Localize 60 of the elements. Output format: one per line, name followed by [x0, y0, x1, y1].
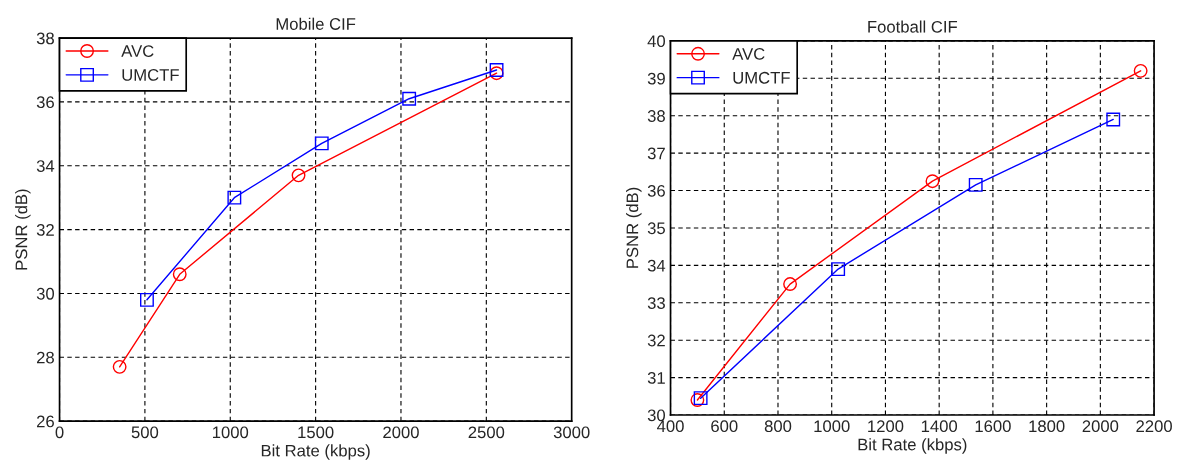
point — [1133, 63, 1148, 78]
point — [314, 136, 329, 151]
x-tick-label: 1600 — [975, 420, 1011, 433]
y-tick-label: 39 — [647, 72, 665, 85]
x-tick-label: 1500 — [298, 426, 334, 439]
point — [831, 262, 846, 277]
y-tick-label: 30 — [36, 287, 55, 300]
x-tick-label: 2000 — [383, 426, 419, 439]
x-tick-label: 1000 — [212, 426, 249, 439]
x-tick-label: 1800 — [1029, 420, 1065, 433]
point — [783, 277, 798, 292]
x-tick-label: 2200 — [1136, 420, 1172, 433]
point — [112, 359, 127, 374]
point — [227, 190, 242, 205]
y-tick-label: 37 — [647, 147, 665, 160]
x-tick-label: 1200 — [868, 420, 904, 433]
y-tick-label: 31 — [647, 372, 665, 384]
point — [489, 63, 504, 77]
y-axis-title: PSNR (dB) — [626, 187, 642, 268]
legend-label: UMCTF — [733, 71, 790, 84]
y-tick-label: 35 — [647, 222, 665, 235]
point — [172, 267, 187, 282]
x-tick-label: 2500 — [468, 426, 505, 439]
x-tick-label: 600 — [711, 420, 738, 433]
y-tick-label: 32 — [647, 334, 665, 347]
legend-label: AVC — [121, 45, 154, 57]
point — [1106, 112, 1121, 127]
chart-title: Football CIF — [868, 20, 958, 33]
legend-label: UMCTF — [122, 69, 179, 81]
x-axis-title: Bit Rate (kbps) — [261, 444, 370, 460]
y-tick-label: 33 — [647, 297, 665, 309]
x-tick-label: 1000 — [814, 420, 850, 433]
x-tick-label: 3000 — [553, 426, 590, 439]
y-tick-label: 34 — [647, 259, 666, 272]
y-tick-label: 40 — [647, 35, 666, 48]
x-axis-title: Bit Rate (kbps) — [858, 438, 967, 454]
y-tick-label: 32 — [36, 224, 54, 236]
y-tick-label: 38 — [647, 110, 665, 122]
y-tick-label: 34 — [36, 160, 55, 172]
point — [968, 177, 983, 192]
y-tick-label: 26 — [36, 415, 54, 428]
x-tick-label: 2000 — [1082, 420, 1119, 433]
point — [402, 91, 417, 106]
chart-title: Mobile CIF — [276, 17, 356, 30]
x-tick-label: 400 — [657, 420, 684, 433]
point — [291, 168, 306, 183]
point — [925, 174, 940, 189]
y-tick-label: 30 — [647, 409, 666, 422]
y-tick-label: 36 — [647, 184, 665, 197]
y-tick-label: 38 — [36, 32, 54, 45]
legend-label: AVC — [732, 48, 765, 60]
point — [489, 66, 504, 81]
point — [140, 292, 154, 307]
x-tick-label: 0 — [55, 426, 64, 439]
y-tick-label: 36 — [36, 96, 54, 109]
y-axis-title: PSNR (dB) — [15, 189, 31, 270]
x-tick-label: 500 — [131, 426, 159, 439]
y-tick-label: 28 — [36, 351, 54, 364]
x-tick-label: 800 — [764, 420, 792, 433]
x-tick-label: 1400 — [921, 420, 958, 433]
